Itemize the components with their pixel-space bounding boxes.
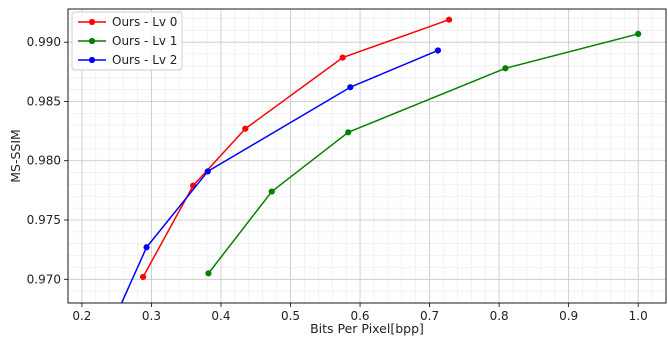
legend-marker-lv2 bbox=[88, 56, 96, 64]
x-tick-label: 0.4 bbox=[211, 309, 230, 323]
data-point-lv1 bbox=[635, 30, 642, 37]
data-point-lv0 bbox=[339, 54, 346, 61]
data-point-lv2 bbox=[143, 244, 150, 251]
legend-label-lv2: Ours - Lv 2 bbox=[112, 53, 177, 67]
plot-frame bbox=[67, 8, 667, 304]
x-tick-label: 0.7 bbox=[420, 309, 439, 323]
data-point-lv2 bbox=[204, 168, 211, 175]
x-axis-ticks: 0.2 0.3 0.4 0.5 0.6 0.7 0.8 0.9 1.0 bbox=[72, 303, 648, 323]
data-point-lv2 bbox=[347, 84, 354, 91]
x-tick-label: 0.5 bbox=[281, 309, 300, 323]
y-tick-label: 0.990 bbox=[27, 35, 61, 49]
x-tick-label: 1.0 bbox=[629, 309, 648, 323]
legend-label-lv0: Ours - Lv 0 bbox=[112, 15, 177, 29]
legend-frame bbox=[71, 11, 183, 71]
data-point-lv1 bbox=[345, 129, 352, 136]
x-tick-label: 0.2 bbox=[72, 309, 91, 323]
y-tick-label: 0.985 bbox=[27, 94, 61, 108]
data-point-lv1 bbox=[205, 270, 212, 277]
data-point-lv1 bbox=[268, 188, 275, 195]
y-tick-label: 0.970 bbox=[27, 272, 61, 286]
legend: Ours - Lv 0 Ours - Lv 1 Ours - Lv 2 bbox=[71, 11, 183, 71]
y-axis-ticks: 0.970 0.975 0.980 0.985 0.990 bbox=[27, 35, 68, 286]
data-point-lv0 bbox=[242, 125, 249, 132]
data-point-lv0 bbox=[139, 273, 147, 281]
legend-label-lv1: Ours - Lv 1 bbox=[112, 34, 177, 48]
series-layer bbox=[105, 16, 642, 336]
y-axis-label: MS-SSIM bbox=[8, 129, 23, 183]
y-tick-label: 0.975 bbox=[27, 213, 61, 227]
data-point-lv0 bbox=[445, 16, 453, 23]
data-point-lv1 bbox=[502, 65, 509, 72]
data-point-lv2 bbox=[105, 330, 111, 336]
x-tick-label: 0.3 bbox=[142, 309, 161, 323]
y-tick-label: 0.980 bbox=[27, 154, 61, 168]
x-tick-label: 0.8 bbox=[490, 309, 509, 323]
x-tick-label: 0.6 bbox=[350, 309, 369, 323]
x-axis-label: Bits Per Pixel[bpp] bbox=[310, 321, 424, 336]
data-point-lv2 bbox=[434, 47, 442, 54]
legend-marker-lv0 bbox=[88, 18, 96, 26]
legend-marker-lv1 bbox=[88, 37, 96, 45]
x-tick-label: 0.9 bbox=[559, 309, 578, 323]
